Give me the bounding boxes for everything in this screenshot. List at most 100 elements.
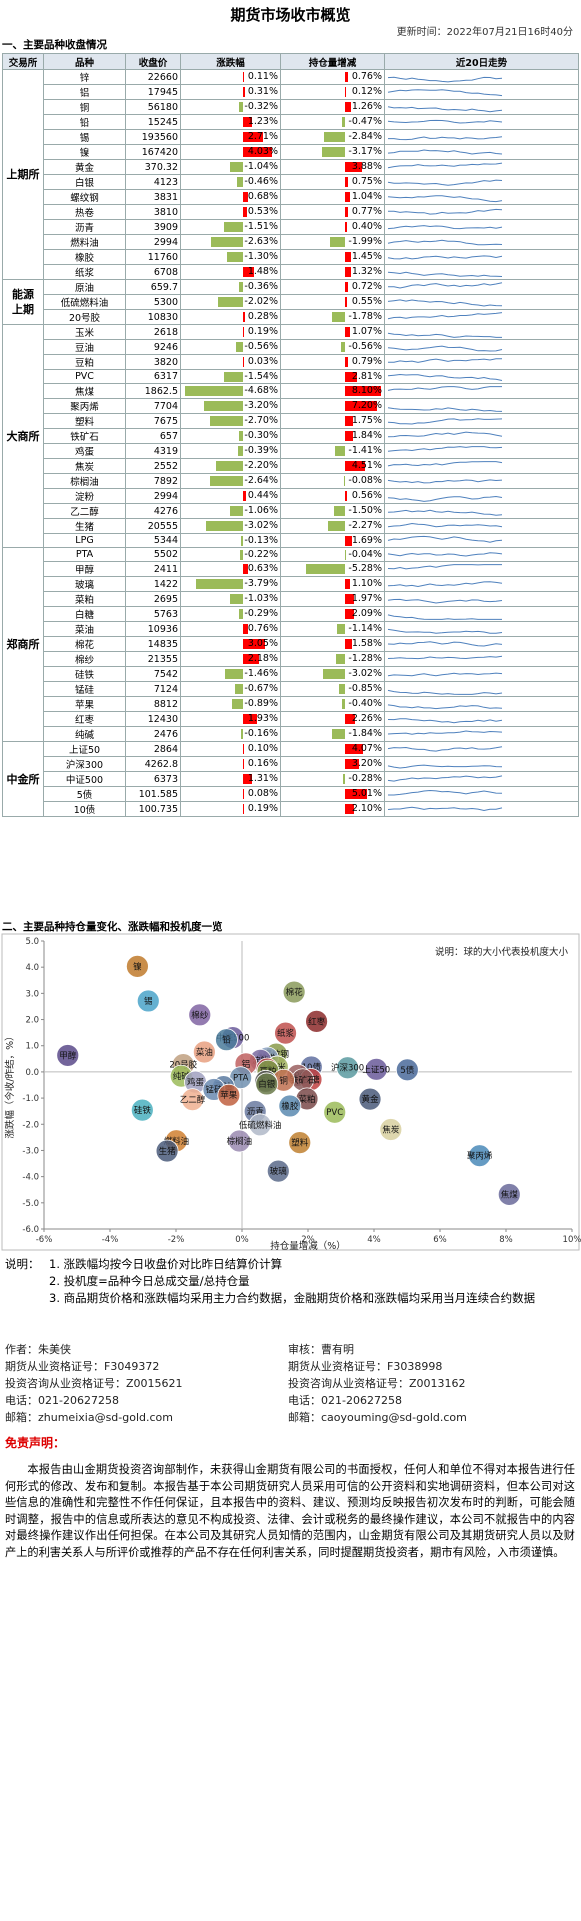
change-bar — [203, 401, 243, 411]
oi-change-bar — [345, 744, 363, 754]
page-title: 期货市场收市概览 — [230, 6, 351, 24]
oi-change-cell: 1.26% — [280, 99, 385, 115]
change-cell: -1.46% — [180, 666, 281, 682]
change-bar — [243, 759, 245, 769]
product-name: 白糖 — [43, 606, 126, 622]
author-name: 作者：朱美侠 — [5, 1343, 71, 1356]
oi-change-value: -0.40% — [348, 698, 382, 709]
oi-change-value: -1.78% — [348, 311, 382, 322]
y-tick-label: 5.0 — [25, 937, 39, 947]
table-row: 大商所 玉米 2618 0.19% 1.07% — [2, 324, 580, 548]
disclaimer-text: 本报告由山金期货投资咨询部制作，未获得山金期货有限公司的书面授权，任何人和单位不… — [5, 1463, 575, 1559]
change-cell: -0.36% — [180, 279, 281, 295]
product-name: 黄金 — [43, 159, 126, 175]
sparkline — [383, 428, 580, 444]
product-name: 硅铁 — [43, 666, 126, 682]
change-value: -1.54% — [244, 371, 278, 382]
change-cell: -4.68% — [180, 383, 281, 399]
oi-change-bar — [324, 132, 345, 142]
oi-change-bar — [345, 536, 353, 546]
change-value: 2.18% — [247, 653, 278, 664]
oi-change-value: 0.75% — [351, 176, 382, 187]
change-value: -4.68% — [244, 385, 278, 396]
bubble-point — [274, 1021, 297, 1045]
product-name: 红枣 — [43, 711, 126, 727]
y-tick-label: -6.0 — [22, 1225, 39, 1235]
product-name: 聚丙烯 — [43, 398, 126, 414]
change-value: 0.10% — [247, 743, 278, 754]
exchange-name: 上期所 — [6, 168, 40, 181]
oi-change-value: 1.32% — [351, 266, 382, 277]
close-price: 2994 — [125, 234, 181, 250]
change-bar — [240, 550, 243, 560]
change-bar — [243, 267, 254, 277]
change-value: -0.32% — [244, 101, 278, 112]
table-row: 焦炭 2552 -2.20% 4.51% — [3, 458, 580, 474]
oi-change-cell: -1.14% — [280, 621, 385, 637]
change-bar — [223, 372, 243, 382]
oi-change-bar — [345, 162, 363, 172]
bubble-label: 铜 — [279, 1075, 288, 1086]
oi-change-value: 7.20% — [351, 400, 382, 411]
x-tick-label: -6% — [36, 1235, 53, 1245]
exchange-cell: 中金所 — [2, 741, 44, 817]
change-bar — [224, 222, 243, 232]
table-row: 锰硅 7124 -0.67% -0.85% — [3, 681, 580, 697]
product-name: 棉花 — [43, 636, 126, 652]
oi-change-bar — [345, 714, 355, 724]
oi-change-value: 0.76% — [351, 71, 382, 82]
close-price: 10830 — [125, 309, 181, 325]
oi-change-bar — [345, 431, 354, 441]
sparkline — [383, 99, 580, 115]
change-value: 0.28% — [247, 311, 278, 322]
quote-table: 交易所 品种 收盘价 涨跌幅 持仓量增减 近20日走势 上期所 锌 22660 0.11% 0.76… — [2, 53, 580, 817]
oi-change-cell: -1.28% — [280, 651, 385, 667]
table-row: 乙二醇 4276 -1.06% -1.50% — [3, 503, 580, 519]
table-row: 纯碱 2476 -0.16% -1.84% — [3, 726, 580, 742]
product-name: 锰硅 — [43, 681, 126, 697]
sparkline — [383, 771, 580, 787]
sparkline — [383, 174, 580, 190]
product-name: 淀粉 — [43, 488, 126, 504]
product-name: 玻璃 — [43, 576, 126, 592]
bubble-point — [217, 1083, 241, 1107]
bubble-point — [379, 1118, 403, 1141]
change-cell: -2.70% — [180, 413, 281, 429]
change-cell: -0.89% — [180, 696, 281, 712]
change-bar — [196, 579, 243, 589]
oi-change-cell: -3.17% — [280, 144, 385, 160]
oi-change-cell: 0.79% — [280, 354, 385, 370]
change-cell: 1.93% — [180, 711, 281, 727]
change-cell: 0.63% — [180, 561, 281, 577]
bubble-label: PVC — [326, 1108, 343, 1118]
change-bar — [239, 102, 243, 112]
change-cell: 4.03% — [180, 144, 281, 160]
oi-change-cell: 0.76% — [280, 69, 385, 85]
oi-change-cell: -0.40% — [280, 696, 385, 712]
bubble-point — [130, 1098, 154, 1122]
bubble-point — [364, 1057, 388, 1081]
note-item-3: 3. 商品期货价格和涨跌幅均采用主力合约数据，金融期货价格和涨跌幅均采用当月连续… — [49, 1291, 536, 1305]
sparkline — [383, 234, 580, 250]
bubble-label: 红枣 — [308, 1016, 326, 1027]
header-4: 持仓量增减 — [280, 53, 385, 70]
oi-change-cell: -1.84% — [280, 726, 385, 742]
oi-change-bar — [331, 729, 345, 739]
product-name: 原油 — [43, 279, 126, 295]
oi-change-value: 1.04% — [351, 191, 382, 202]
x-tick-label: 8% — [499, 1235, 513, 1245]
table-row: 锡 193560 2.71% -2.84% — [3, 129, 580, 145]
bubble-label: 甲醇 — [59, 1050, 77, 1061]
bubble-label: 黄金 — [362, 1094, 380, 1105]
oi-change-bar — [345, 609, 355, 619]
chart-annotation: 说明：球的大小代表投机度大小 — [435, 946, 569, 958]
table-row: 白银 4123 -0.46% 0.75% — [3, 174, 580, 190]
close-price: 6373 — [125, 771, 181, 787]
oi-change-bar — [306, 564, 345, 574]
change-value: -2.70% — [244, 415, 278, 426]
oi-change-cell: 2.81% — [280, 369, 385, 384]
product-name: 铅 — [43, 114, 126, 130]
sparkline — [383, 561, 580, 577]
change-value: 4.03% — [247, 146, 278, 157]
y-tick-label: 2.0 — [25, 1016, 39, 1026]
